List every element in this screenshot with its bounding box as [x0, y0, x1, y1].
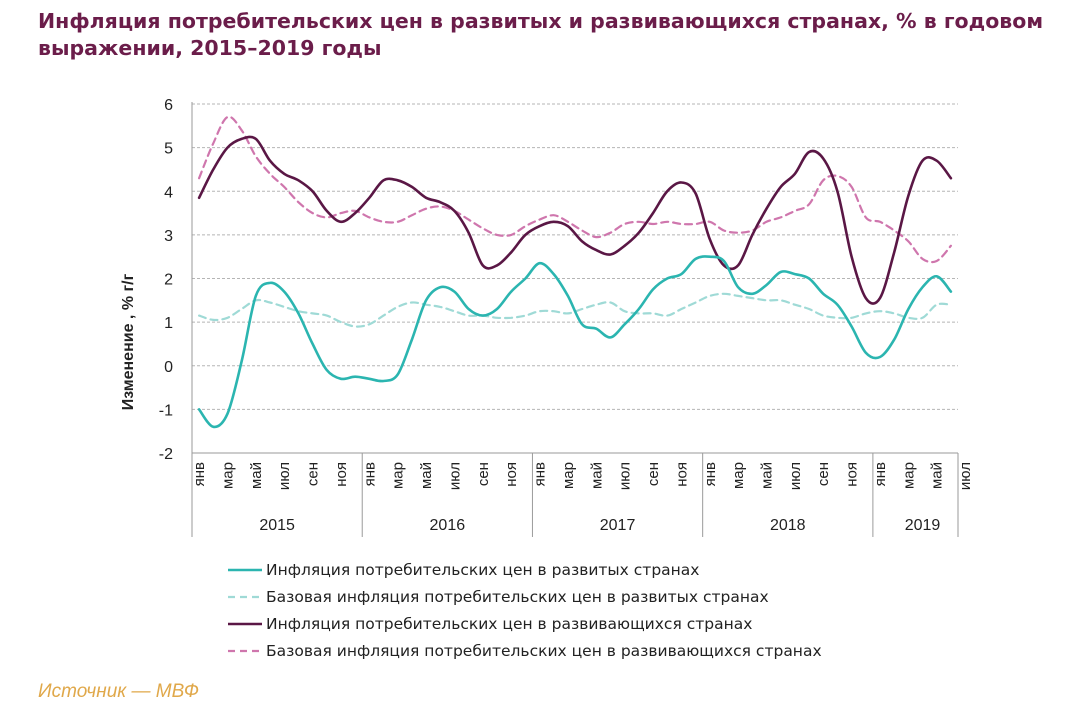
x-month-label: ноя — [333, 462, 350, 487]
source-note: Источник — МВФ — [38, 681, 199, 702]
y-tick-label: -1 — [159, 402, 173, 419]
y-tick-label: 0 — [164, 359, 173, 376]
x-year-label: 2015 — [259, 517, 295, 534]
y-tick-label: 1 — [164, 315, 173, 332]
x-year-label: 2019 — [905, 517, 941, 534]
x-month-label: мар — [390, 462, 407, 489]
x-month-label: янв — [702, 462, 719, 486]
legend: Инфляция потребительских цен в развитых … — [228, 561, 822, 660]
x-month-label: май — [759, 462, 776, 489]
legend-label: Базовая инфляция потребительских цен в р… — [266, 588, 769, 606]
series-emerging-core — [198, 115, 952, 264]
x-axis: янв мар май июл сен ноя янв мар май июл сен ноя янв м… — [191, 452, 974, 537]
x-year-label: 2018 — [770, 517, 806, 534]
x-month-label: июл — [276, 462, 293, 490]
x-year-label: 2017 — [600, 517, 636, 534]
series-emerging-cpi — [197, 135, 953, 305]
x-month-label: май — [929, 462, 946, 489]
x-month-label: янв — [361, 462, 378, 486]
legend-label: Инфляция потребительских цен в развивающ… — [266, 615, 752, 633]
y-tick-label: 3 — [164, 228, 173, 245]
x-month-label: май — [248, 462, 265, 489]
x-month-label: ноя — [844, 462, 861, 487]
x-month-label: июл — [787, 462, 804, 490]
x-month-label: июл — [617, 462, 634, 490]
grid — [191, 102, 958, 454]
x-month-label: мар — [560, 462, 577, 489]
x-month-label: мар — [730, 462, 747, 489]
x-month-label: янв — [872, 462, 889, 486]
y-tick-label: 5 — [164, 141, 173, 158]
x-month-label: июл — [957, 462, 974, 490]
x-month-label: янв — [532, 462, 549, 486]
series-lines — [197, 115, 953, 429]
x-year-label: 2016 — [430, 517, 466, 534]
x-month-label: мар — [900, 462, 917, 489]
x-month-label: сен — [305, 462, 322, 486]
chart-title: Инфляция потребительских цен в развитых … — [38, 9, 1044, 60]
y-tick-label: 2 — [164, 272, 173, 289]
series-developed-cpi — [197, 255, 953, 429]
x-month-label: мар — [219, 462, 236, 489]
x-month-label: сен — [645, 462, 662, 486]
x-month-label: сен — [815, 462, 832, 486]
legend-label: Базовая инфляция потребительских цен в р… — [266, 642, 822, 660]
x-month-label: сен — [475, 462, 492, 486]
x-month-label: янв — [191, 462, 208, 486]
x-month-label: июл — [446, 462, 463, 490]
y-axis-ticks: -2 -1 0 1 2 3 4 5 6 — [159, 97, 173, 463]
y-tick-label: 6 — [164, 97, 173, 114]
y-axis-label: Изменение , % г/г — [120, 273, 137, 410]
x-month-label: ноя — [673, 462, 690, 487]
x-month-label: ноя — [503, 462, 520, 487]
y-tick-label: -2 — [159, 446, 173, 463]
legend-label: Инфляция потребительских цен в развитых … — [266, 561, 699, 579]
x-month-label: май — [588, 462, 605, 489]
y-tick-label: 4 — [164, 184, 173, 201]
x-month-label: май — [418, 462, 435, 489]
